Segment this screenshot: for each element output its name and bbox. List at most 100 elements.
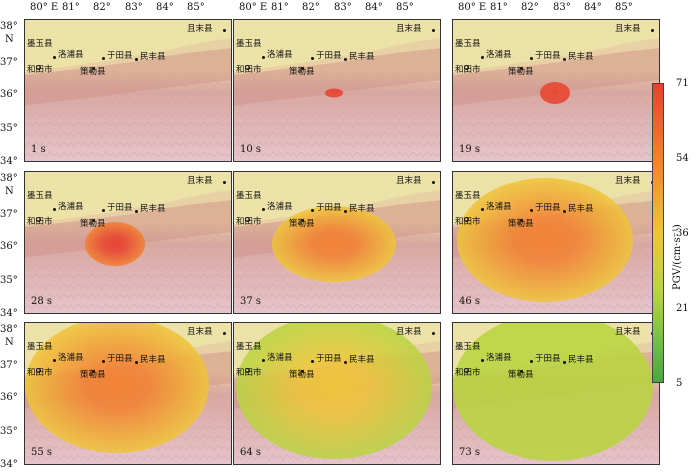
city-marker bbox=[464, 368, 469, 373]
lat-tick-label: N bbox=[5, 337, 14, 348]
city-label-moyu: 墨玉县 bbox=[455, 191, 481, 201]
city-marker bbox=[223, 29, 226, 32]
colorbar-tick-5: 5 bbox=[676, 378, 683, 389]
city-marker bbox=[311, 57, 314, 60]
city-label-moyu: 墨玉县 bbox=[455, 39, 481, 49]
lon-tick-label: 81° bbox=[62, 2, 80, 13]
lon-tick-label: 85° bbox=[396, 2, 414, 13]
time-label: 55 s bbox=[31, 447, 53, 458]
city-label-minfeng: 民丰县 bbox=[140, 355, 166, 365]
city-label-minfeng: 民丰县 bbox=[140, 204, 166, 214]
city-label-yutian: 于田县 bbox=[316, 203, 342, 213]
lat-tick-label: 35° bbox=[0, 426, 18, 437]
city-label-hetian: 和田市 bbox=[236, 368, 262, 378]
city-marker bbox=[301, 67, 304, 70]
city-label-minfeng: 民丰县 bbox=[349, 204, 375, 214]
lon-tick-label: 83° bbox=[125, 2, 143, 13]
city-marker bbox=[102, 209, 105, 212]
city-marker bbox=[520, 67, 523, 70]
city-label-yutian: 于田县 bbox=[107, 51, 133, 61]
colorbar-title: PGV/(cm·s⁻¹) bbox=[672, 224, 683, 290]
map-panel: 墨玉县 洛浦县 和田市 策勒县 于田县 民丰县 且末县 10 s bbox=[233, 19, 441, 162]
map-panel: 墨玉县 洛浦县 和田市 策勒县 于田县 民丰县 且末县 46 s bbox=[452, 171, 660, 314]
lat-tick-label: 35° bbox=[0, 275, 18, 286]
city-label-cele: 策勒县 bbox=[80, 370, 106, 380]
lon-tick-label: 80° E bbox=[458, 2, 487, 13]
city-label-hetian: 和田市 bbox=[455, 368, 481, 378]
time-label: 28 s bbox=[31, 296, 53, 307]
city-marker bbox=[262, 359, 265, 362]
city-label-cele: 策勒县 bbox=[80, 67, 106, 77]
city-label-hetian: 和田市 bbox=[27, 217, 53, 227]
city-marker bbox=[92, 219, 95, 222]
time-label: 1 s bbox=[31, 144, 46, 155]
city-marker bbox=[53, 208, 56, 211]
city-label-minfeng: 民丰县 bbox=[349, 355, 375, 365]
city-label-yutian: 于田县 bbox=[535, 354, 561, 364]
city-label-cele: 策勒县 bbox=[289, 370, 315, 380]
city-marker bbox=[301, 219, 304, 222]
city-marker bbox=[481, 56, 484, 59]
city-marker bbox=[262, 56, 265, 59]
city-marker bbox=[135, 210, 138, 213]
city-label-minfeng: 民丰县 bbox=[568, 204, 594, 214]
city-marker bbox=[481, 208, 484, 211]
city-marker bbox=[245, 217, 250, 222]
city-label-cele: 策勒县 bbox=[289, 219, 315, 229]
lat-tick-label: N bbox=[5, 34, 14, 45]
city-marker bbox=[464, 217, 469, 222]
city-label-hetian: 和田市 bbox=[236, 65, 262, 75]
city-label-cele: 策勒县 bbox=[508, 370, 534, 380]
time-label: 73 s bbox=[459, 447, 481, 458]
city-label-yutian: 于田县 bbox=[316, 354, 342, 364]
lat-tick-label: N bbox=[5, 186, 14, 197]
city-marker bbox=[245, 368, 250, 373]
city-label-qiemo: 且末县 bbox=[396, 327, 422, 337]
city-marker bbox=[311, 209, 314, 212]
city-marker bbox=[53, 56, 56, 59]
city-marker bbox=[36, 65, 41, 70]
city-label-qiemo: 且末县 bbox=[187, 176, 213, 186]
city-label-luopu: 洛浦县 bbox=[58, 50, 84, 60]
city-label-luopu: 洛浦县 bbox=[58, 353, 84, 363]
city-label-hetian: 和田市 bbox=[455, 217, 481, 227]
map-panel: 墨玉县 洛浦县 和田市 策勒县 于田县 民丰县 且末县 73 s bbox=[452, 322, 660, 465]
city-marker bbox=[301, 370, 304, 373]
colorbar-tick-71: 71 bbox=[676, 78, 689, 89]
city-label-luopu: 洛浦县 bbox=[267, 353, 293, 363]
city-label-hetian: 和田市 bbox=[27, 65, 53, 75]
city-label-qiemo: 且末县 bbox=[615, 327, 641, 337]
lon-tick-label: 84° bbox=[365, 2, 383, 13]
city-marker bbox=[92, 370, 95, 373]
lat-tick-label: 36° bbox=[0, 241, 18, 252]
map-panel: 墨玉县 洛浦县 和田市 策勒县 于田县 民丰县 且末县 37 s bbox=[233, 171, 441, 314]
pgv-footprint bbox=[272, 206, 396, 282]
city-label-luopu: 洛浦县 bbox=[267, 202, 293, 212]
city-marker bbox=[520, 219, 523, 222]
city-marker bbox=[530, 360, 533, 363]
lat-tick-label: 34° bbox=[0, 156, 18, 167]
city-marker bbox=[520, 370, 523, 373]
pgv-footprint bbox=[453, 323, 653, 461]
lat-tick-label: 37° bbox=[0, 360, 18, 371]
city-marker bbox=[344, 58, 347, 61]
city-label-qiemo: 且末县 bbox=[396, 24, 422, 34]
city-marker bbox=[432, 332, 435, 335]
pgv-colorbar bbox=[652, 83, 664, 383]
city-marker bbox=[563, 361, 566, 364]
city-label-cele: 策勒县 bbox=[508, 219, 534, 229]
time-label: 46 s bbox=[459, 296, 481, 307]
city-label-moyu: 墨玉县 bbox=[455, 342, 481, 352]
lat-tick-label: 35° bbox=[0, 123, 18, 134]
pgv-footprint bbox=[236, 323, 432, 459]
city-marker bbox=[36, 217, 41, 222]
city-marker bbox=[102, 57, 105, 60]
lon-tick-label: 85° bbox=[187, 2, 205, 13]
city-label-qiemo: 且末县 bbox=[615, 176, 641, 186]
lon-tick-label: 83° bbox=[553, 2, 571, 13]
city-marker bbox=[651, 29, 654, 32]
city-label-qiemo: 且末县 bbox=[187, 24, 213, 34]
city-marker bbox=[223, 332, 226, 335]
pgv-footprint bbox=[540, 82, 570, 104]
city-label-moyu: 墨玉县 bbox=[27, 342, 53, 352]
